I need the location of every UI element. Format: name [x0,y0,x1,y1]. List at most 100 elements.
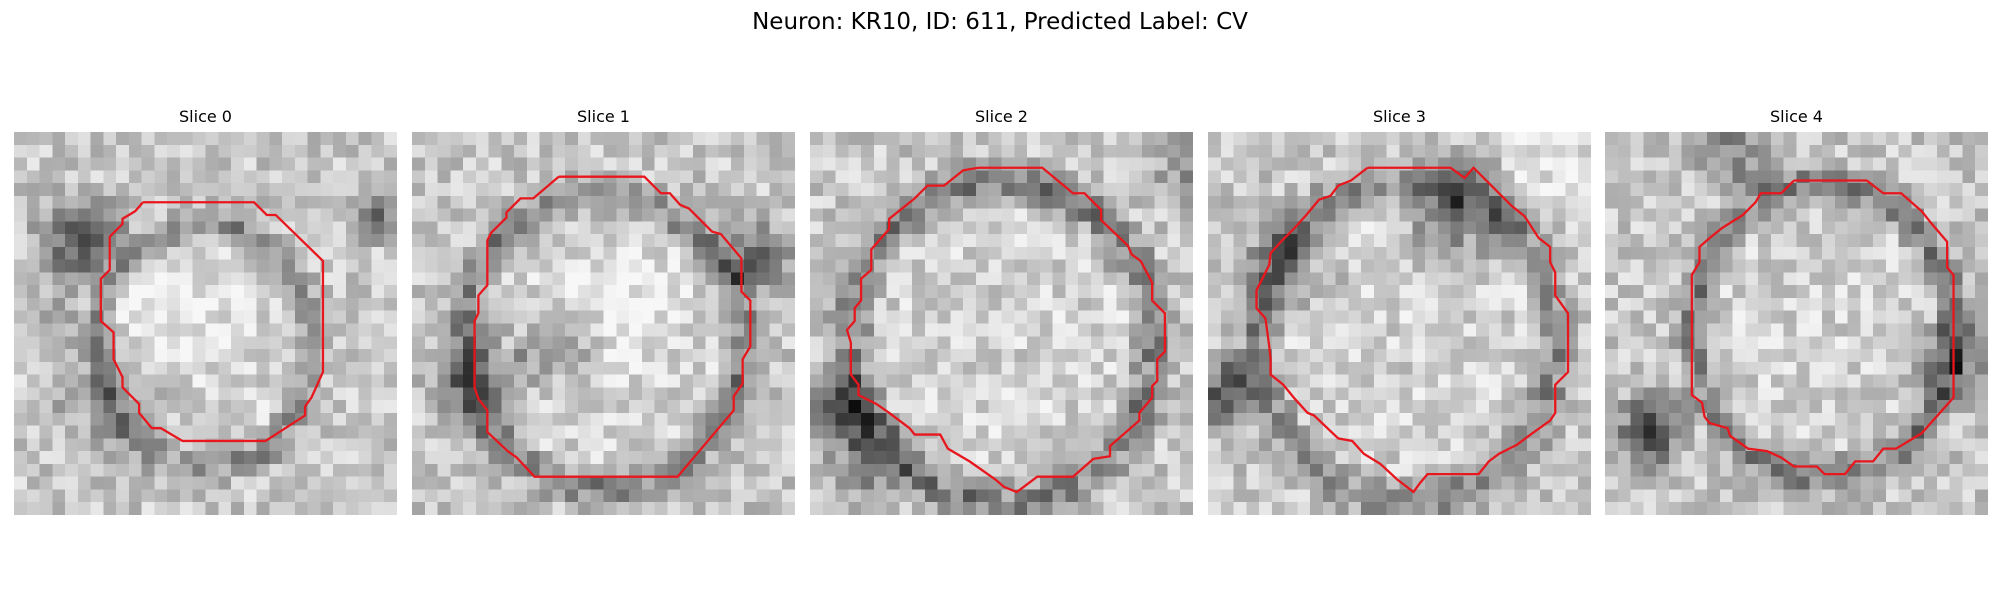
image-pixel [1834,336,1848,350]
image-pixel [384,323,397,337]
image-pixel [488,425,502,439]
image-pixel [886,425,900,439]
image-pixel [782,221,795,235]
image-pixel [743,476,757,490]
image-pixel [1885,234,1899,248]
image-pixel [1259,183,1273,197]
image-pixel [1373,400,1387,414]
image-pixel [1514,157,1528,171]
image-pixel [1514,336,1528,350]
image-pixel [1949,144,1963,158]
image-pixel [437,183,451,197]
image-pixel [1501,349,1515,363]
image-pixel [1707,387,1721,401]
image-pixel [705,502,719,515]
image-pixel [616,387,630,401]
image-pixel [1694,285,1708,299]
image-pixel [116,425,130,439]
image-pixel [1129,489,1143,503]
image-pixel [1386,285,1400,299]
image-pixel [782,463,795,477]
image-pixel [603,425,617,439]
image-pixel [320,476,334,490]
image-pixel [861,195,875,209]
image-pixel [294,463,308,477]
image-pixel [1065,157,1079,171]
image-pixel [205,349,219,363]
image-pixel [1643,310,1657,324]
image-pixel [1310,476,1324,490]
image-pixel [167,272,181,286]
image-pixel [1463,144,1477,158]
image-pixel [924,349,938,363]
image-pixel [616,234,630,248]
image-pixel [616,374,630,388]
image-pixel [848,489,862,503]
image-pixel [1911,170,1925,184]
image-pixel [14,310,28,324]
image-pixel [1732,272,1746,286]
image-pixel [1039,463,1053,477]
image-pixel [179,144,193,158]
image-pixel [1873,412,1887,426]
image-pixel [52,412,66,426]
image-pixel [1488,336,1502,350]
image-pixel [192,336,206,350]
image-pixel [294,451,308,465]
image-pixel [1103,336,1117,350]
image-pixel [1297,297,1311,311]
image-pixel [1539,195,1553,209]
image-pixel [179,221,193,235]
image-pixel [1014,208,1028,222]
image-pixel [848,272,862,286]
image-pixel [1220,272,1234,286]
image-pixel [424,183,438,197]
image-pixel [1911,234,1925,248]
image-pixel [616,463,630,477]
image-pixel [1911,221,1925,235]
image-pixel [756,400,770,414]
image-pixel [848,195,862,209]
image-pixel [1911,451,1925,465]
image-pixel [988,246,1002,260]
image-pixel [1565,259,1579,273]
image-pixel [1412,463,1426,477]
image-pixel [1284,412,1298,426]
image-pixel [1335,451,1349,465]
image-pixel [116,221,130,235]
image-pixel [179,157,193,171]
image-pixel [680,387,694,401]
image-pixel [1233,234,1247,248]
image-pixel [1078,463,1092,477]
image-pixel [1271,259,1285,273]
image-pixel [1668,463,1682,477]
image-pixel [1668,489,1682,503]
image-pixel [1501,208,1515,222]
image-pixel [1271,361,1285,375]
image-pixel [345,374,359,388]
image-pixel [950,272,964,286]
image-pixel [756,221,770,235]
image-pixel [1719,451,1733,465]
image-pixel [333,412,347,426]
image-pixel [1271,297,1285,311]
image-pixel [1694,157,1708,171]
image-pixel [14,208,28,222]
image-pixel [1605,374,1619,388]
image-pixel [1322,463,1336,477]
image-pixel [307,208,321,222]
image-pixel [810,425,824,439]
image-pixel [1617,259,1631,273]
image-pixel [192,246,206,260]
image-pixel [501,387,515,401]
image-pixel [345,310,359,324]
image-pixel [1719,272,1733,286]
image-pixel [501,463,515,477]
image-pixel [1656,463,1670,477]
image-pixel [52,132,66,146]
image-pixel [1386,297,1400,311]
image-pixel [154,400,168,414]
image-pixel [526,170,540,184]
image-pixel [128,272,142,286]
image-pixel [514,132,528,146]
